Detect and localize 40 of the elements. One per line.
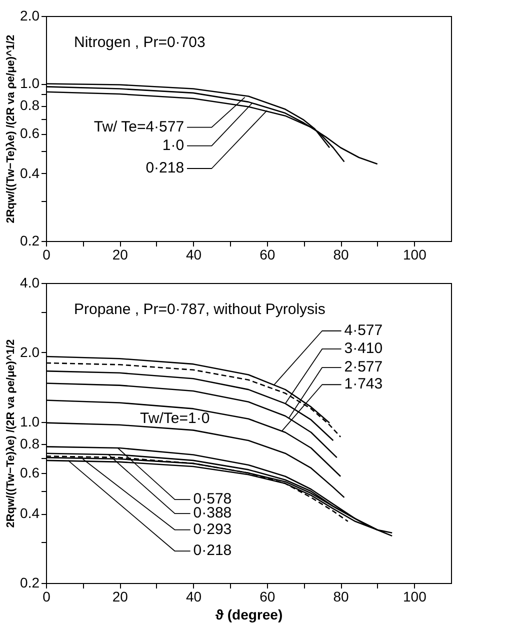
y-tick-label: 0.4	[20, 164, 40, 181]
x-tick-label: 60	[260, 246, 276, 262]
y-tick-label: 2.0	[20, 8, 40, 24]
y-tick-label: 0.6	[20, 125, 40, 142]
x-tick-label: 40	[186, 588, 202, 604]
text: Nitrogen , Pr=0·703	[74, 34, 206, 51]
annotation: 2·577	[344, 358, 383, 376]
y-axis-title: 2Rqw/((Tw−Te)λe) /(2R va ρe/μe)^1/2	[5, 339, 18, 528]
x-tick-label: 40	[186, 246, 202, 262]
annotation: 0·218	[146, 160, 184, 176]
x-tick-label: 80	[333, 588, 350, 604]
annotation: 1·743	[344, 376, 383, 393]
y-tick-label: 0.2	[20, 574, 40, 590]
text: Propane , Pr=0·787, without Pyrolysis	[74, 301, 326, 318]
y-tick-label: 0.8	[20, 436, 40, 452]
annotation: Tw/ Te=4·577	[94, 118, 184, 136]
y-tick-label: 0.6	[20, 464, 40, 480]
x-tick-label: 0	[42, 588, 51, 604]
y-tick-label: 0.8	[20, 97, 40, 114]
annotation: 1·0	[162, 136, 184, 154]
x-axis-title: ϑ (degree)	[215, 606, 283, 622]
y-axis-title: 2Rqw/((Tw−Te)λe) /(2R va ρe/μe)^1/2	[5, 34, 18, 224]
y-tick-label: 1.0	[20, 413, 40, 430]
x-tick-label: 100	[403, 588, 427, 604]
x-tick-label: 20	[112, 588, 128, 604]
y-tick-label: 1.0	[20, 75, 40, 92]
annotation: 3·410	[344, 340, 383, 357]
annotation: Tw/Te=1·0	[140, 410, 210, 427]
x-tick-label: 80	[333, 246, 350, 262]
x-tick-label: 0	[42, 246, 51, 262]
y-tick-label: 0.2	[20, 232, 40, 248]
x-tick-label: 60	[260, 588, 276, 604]
x-tick-label: 20	[112, 246, 128, 262]
y-tick-label: 4.0	[20, 274, 40, 290]
x-tick-label: 100	[403, 246, 427, 262]
y-tick-label: 2.0	[20, 344, 40, 360]
y-tick-label: 0.4	[20, 505, 40, 522]
annotation: 0·293	[193, 520, 232, 538]
annotation: 4·577	[344, 322, 383, 339]
annotation: 0·218	[193, 542, 232, 560]
